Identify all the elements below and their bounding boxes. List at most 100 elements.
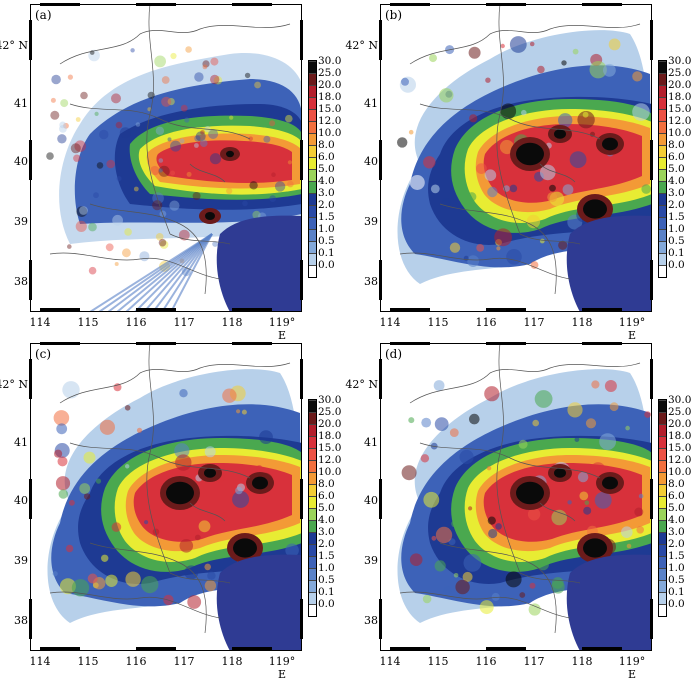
colorbar-level: 5.0	[318, 163, 335, 175]
colorbar-level: 1.5	[668, 550, 685, 562]
colorbar-level: 3.0	[668, 526, 685, 538]
colorbar-level: 12.0	[318, 115, 342, 127]
colorbar-swatch	[309, 424, 316, 436]
axis-tick-band	[136, 308, 176, 311]
colorbar-swatch	[659, 73, 666, 85]
axis-tick-band	[232, 647, 272, 650]
latitude-label: 41	[14, 436, 28, 449]
colorbar-level: 25.0	[318, 406, 342, 418]
colorbar-swatch	[309, 556, 316, 568]
colorbar-level: 10.0	[318, 466, 342, 478]
axis-tick-band	[650, 140, 653, 180]
axis-tick-band	[29, 599, 32, 639]
longitude-label: 118	[221, 316, 243, 329]
colorbar-swatch	[659, 229, 666, 241]
colorbar-level: 6.0	[668, 151, 685, 163]
map-panel-d: (d) 42° N 41 40 39 38 114 115 116 117 118 119° E 30.…	[345, 339, 700, 681]
colorbar-swatch	[309, 592, 316, 604]
longitude-label: 114	[29, 655, 51, 668]
colorbar-level: 20.0	[668, 418, 692, 430]
colorbar-level: 4.0	[668, 514, 685, 526]
colorbar-swatch	[659, 580, 666, 592]
colorbar-level: 30.0	[668, 394, 692, 406]
panel-label: (a)	[35, 8, 52, 22]
colorbar-swatch	[309, 484, 316, 496]
map-panel-b: (b) 42° N 41 40 39 38 114 115 116 117 118 119° E 30.…	[345, 0, 700, 342]
longitude-label: 116	[125, 316, 147, 329]
colorbar-swatch	[659, 85, 666, 97]
longitude-label: 116	[475, 655, 497, 668]
longitude-label: 115	[77, 316, 99, 329]
colorbar-swatch	[309, 97, 316, 109]
colorbar-swatch	[309, 229, 316, 241]
colorbar-swatch	[309, 241, 316, 253]
longitude-label: 117	[173, 655, 195, 668]
latitude-label: 42° N	[0, 39, 28, 52]
colorbar-level: 0.1	[668, 247, 685, 259]
longitude-label: 114	[29, 316, 51, 329]
axis-tick-band	[582, 308, 622, 311]
colorbar-swatch	[309, 85, 316, 97]
colorbar-level: 4.0	[668, 175, 685, 187]
latitude-label: 40	[14, 155, 28, 168]
colorbar-level: 5.0	[668, 502, 685, 514]
longitude-label: 114	[379, 655, 401, 668]
longitude-label: 119° E	[618, 655, 646, 681]
colorbar-swatch	[309, 520, 316, 532]
colorbar-swatch	[659, 61, 666, 73]
colorbar-swatch	[309, 400, 316, 412]
colorbar-level: 8.0	[668, 478, 685, 490]
latitude-label: 42° N	[345, 378, 378, 391]
colorbar-swatch	[659, 460, 666, 472]
precipitation-field	[397, 343, 652, 651]
longitude-label: 118	[221, 655, 243, 668]
colorbar-level: 0.0	[668, 259, 685, 271]
colorbar-level: 0.0	[318, 598, 335, 610]
colorbar-labels: 30.0 25.0 20.0 18.0 15.0 12.0 10.0 8.0 6.0 5.0 4.0…	[318, 55, 341, 271]
colorbar-swatch	[659, 544, 666, 556]
colorbar-level: 0.1	[318, 586, 335, 598]
precipitation-map	[30, 4, 302, 312]
colorbar-level: 20.0	[668, 79, 692, 91]
axis-tick-band	[136, 342, 176, 345]
colorbar-level: 1.5	[318, 550, 335, 562]
colorbar-level: 0.1	[668, 586, 685, 598]
longitude-label: 115	[427, 316, 449, 329]
colorbar-level: 5.0	[318, 502, 335, 514]
colorbar-swatch	[659, 520, 666, 532]
colorbar-swatch	[659, 448, 666, 460]
colorbar-swatch	[659, 532, 666, 544]
colorbar-swatch	[309, 544, 316, 556]
axis-tick-band	[300, 479, 303, 519]
sea-region	[566, 215, 652, 312]
colorbar-swatch	[659, 496, 666, 508]
longitude-label: 114	[379, 316, 401, 329]
axis-tick-band	[136, 647, 176, 650]
axis-tick-band	[390, 3, 430, 6]
colorbar-swatch	[309, 181, 316, 193]
latitude-label: 39	[364, 215, 378, 228]
axis-tick-band	[582, 342, 622, 345]
axis-tick-band	[486, 342, 526, 345]
colorbar-swatch	[309, 205, 316, 217]
colorbar-level: 8.0	[318, 478, 335, 490]
panel-label: (b)	[385, 8, 403, 22]
axis-tick-band	[29, 260, 32, 300]
longitude-label: 115	[77, 655, 99, 668]
colorbar-swatch	[309, 460, 316, 472]
precipitation-field	[397, 4, 652, 312]
colorbar-level: 0.5	[668, 235, 685, 247]
longitude-label: 116	[125, 655, 147, 668]
axis-tick-band	[40, 3, 80, 6]
colorbar-labels: 30.0 25.0 20.0 18.0 15.0 12.0 10.0 8.0 6.0 5.0 4.0…	[668, 55, 691, 271]
latitude-label: 38	[364, 614, 378, 627]
colorbar-swatch	[659, 265, 666, 277]
latitude-label: 40	[364, 494, 378, 507]
colorbar-swatch	[659, 181, 666, 193]
colorbar-level: 5.0	[668, 163, 685, 175]
colorbar-swatch	[309, 436, 316, 448]
axis-tick-band	[29, 140, 32, 180]
colorbar	[658, 399, 667, 617]
precipitation-field	[47, 343, 302, 651]
colorbar-level: 30.0	[318, 394, 342, 406]
